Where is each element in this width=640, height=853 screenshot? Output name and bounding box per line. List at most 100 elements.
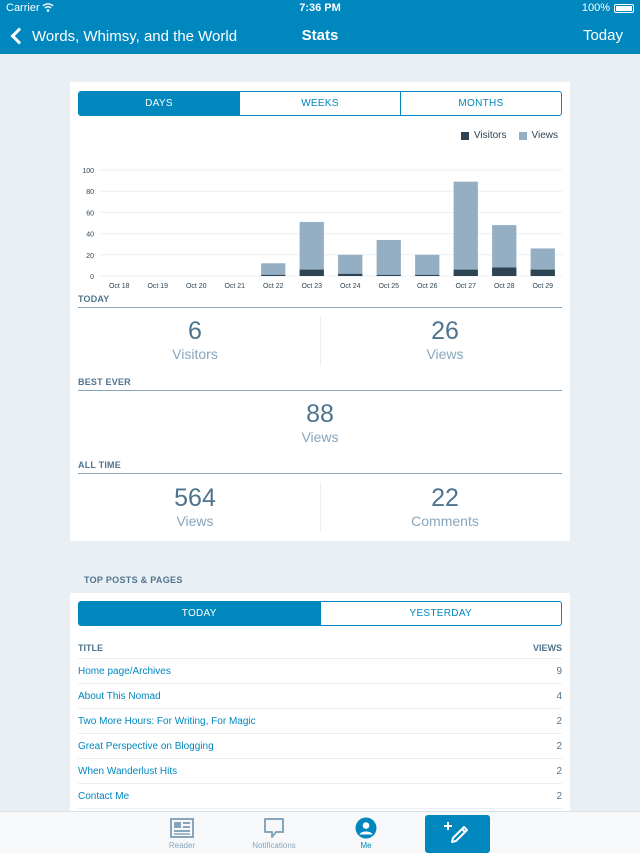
x-tick-label: Oct 21 (224, 283, 245, 290)
all-time-comments-value: 22 (431, 484, 459, 512)
clock: 7:36 PM (299, 2, 341, 14)
tab-days[interactable]: DAYS (79, 92, 239, 115)
legend-views-swatch (518, 131, 527, 140)
column-title-header: TITLE (78, 642, 103, 653)
top-posts-panel: TODAY YESTERDAY TITLE VIEWS Home page/Ar… (70, 593, 570, 813)
reader-icon (147, 817, 217, 839)
table-row[interactable]: Contact Me 2 (78, 784, 562, 809)
tab-yesterday[interactable]: YESTERDAY (319, 602, 562, 625)
x-tick-label: Oct 26 (417, 283, 438, 290)
top-posts-header: TOP POSTS & PAGES (84, 575, 183, 585)
bar-views (338, 254, 363, 276)
bar-visitors (376, 274, 401, 276)
navigation-bar: Words, Whimsy, and the World Stats Today (0, 18, 640, 54)
period-segmented-control: DAYS WEEKS MONTHS (78, 91, 562, 116)
today-views-label: Views (426, 346, 464, 362)
table-row[interactable]: About This Nomad 4 (78, 684, 562, 709)
stats-card: DAYS WEEKS MONTHS Visitors Views 0 20 40 60… (70, 82, 570, 541)
tab-weeks[interactable]: WEEKS (239, 92, 400, 115)
post-title-link[interactable]: Great Perspective on Blogging (78, 740, 214, 752)
x-tick-label: Oct 20 (186, 283, 207, 290)
post-views-count: 2 (556, 715, 562, 727)
carrier-label: Carrier (6, 2, 40, 14)
x-tick-label: Oct 25 (378, 283, 399, 290)
table-row[interactable]: When Wanderlust Hits 2 (78, 759, 562, 784)
legend-visitors: Visitors (460, 130, 507, 141)
legend-views-label: Views (531, 130, 559, 141)
table-row[interactable]: Great Perspective on Blogging 2 (78, 734, 562, 759)
bar-visitors (299, 269, 324, 276)
bar-views (261, 263, 286, 276)
bar-visitors (453, 269, 478, 276)
x-tick-label: Oct 27 (455, 283, 476, 290)
today-visitors-stat: 6 Visitors (70, 317, 320, 363)
tab-reader[interactable]: Reader (147, 817, 217, 850)
speech-bubble-icon (239, 817, 309, 839)
all-time-views-value: 564 (174, 484, 216, 512)
best-ever-section-header: BEST EVER (78, 377, 562, 391)
bar-views (415, 254, 440, 276)
back-button[interactable]: Words, Whimsy, and the World (8, 24, 237, 48)
x-tick-label: Oct 29 (532, 283, 553, 290)
top-posts-segmented-control: TODAY YESTERDAY (78, 601, 562, 626)
post-title-link[interactable]: About This Nomad (78, 690, 161, 702)
tab-bar: Reader Notifications Me (0, 811, 640, 853)
best-ever-views-value: 88 (306, 400, 334, 428)
post-views-count: 2 (556, 790, 562, 802)
write-post-button[interactable] (425, 815, 490, 853)
tab-notifications[interactable]: Notifications (239, 817, 309, 850)
x-tick-label: Oct 19 (147, 283, 168, 290)
status-bar: Carrier 7:36 PM 100% (0, 0, 640, 18)
divider (320, 316, 321, 366)
tab-months[interactable]: MONTHS (400, 92, 561, 115)
x-tick-label: Oct 23 (301, 283, 322, 290)
divider (320, 482, 321, 532)
today-visitors-label: Visitors (172, 346, 218, 362)
pencil-icon (443, 820, 472, 849)
table-row[interactable]: Two More Hours: For Writing, For Magic 2 (78, 709, 562, 734)
best-ever-views-label: Views (301, 429, 339, 445)
bar-views (492, 225, 517, 276)
post-views-count: 9 (556, 665, 562, 677)
tab-notifications-label: Notifications (252, 841, 296, 850)
battery-percent: 100% (581, 2, 610, 14)
post-title-link[interactable]: When Wanderlust Hits (78, 765, 178, 777)
table-row[interactable]: Home page/Archives 9 (78, 659, 562, 684)
post-views-count: 2 (556, 740, 562, 752)
tab-me-label: Me (360, 841, 372, 850)
post-title-link[interactable]: Two More Hours: For Writing, For Magic (78, 715, 256, 727)
all-time-comments-label: Comments (411, 513, 479, 529)
all-time-section-header: ALL TIME (78, 460, 562, 474)
tab-me[interactable]: Me (331, 817, 401, 850)
post-title-link[interactable]: Home page/Archives (78, 665, 171, 677)
bar-views (453, 181, 478, 276)
today-views-stat: 26 Views (320, 317, 570, 363)
bar-views (299, 221, 324, 276)
table-header: TITLE VIEWS (78, 637, 562, 659)
chevron-left-icon (10, 27, 28, 45)
chart-legend: Visitors Views (449, 130, 558, 141)
tab-today[interactable]: TODAY (79, 602, 320, 625)
legend-visitors-label: Visitors (473, 130, 507, 141)
tab-reader-label: Reader (168, 841, 196, 850)
bar-visitors (338, 273, 363, 276)
y-tick-label: 100 (82, 168, 94, 175)
column-views-header: VIEWS (532, 642, 562, 653)
today-button[interactable]: Today (582, 27, 623, 44)
legend-views: Views (518, 130, 559, 141)
post-title-link[interactable]: Contact Me (78, 790, 130, 802)
today-visitors-value: 6 (188, 317, 202, 345)
post-views-count: 4 (556, 690, 562, 702)
all-time-views-stat: 564 Views (70, 484, 320, 530)
all-time-views-label: Views (176, 513, 214, 529)
bar-views (376, 239, 401, 276)
all-time-comments-stat: 22 Comments (320, 484, 570, 530)
wifi-icon (42, 1, 54, 16)
x-tick-label: Oct 28 (494, 283, 515, 290)
x-tick-label: Oct 22 (263, 283, 284, 290)
bar-visitors (530, 269, 555, 276)
bar-visitors (415, 274, 440, 276)
views-bar-chart: 0 20 40 60 80 100 Oct 18 Oct 19 Oct 20 Oct 21 Oct … (82, 168, 562, 290)
bar-visitors (492, 267, 517, 276)
today-section-header: TODAY (78, 294, 562, 308)
